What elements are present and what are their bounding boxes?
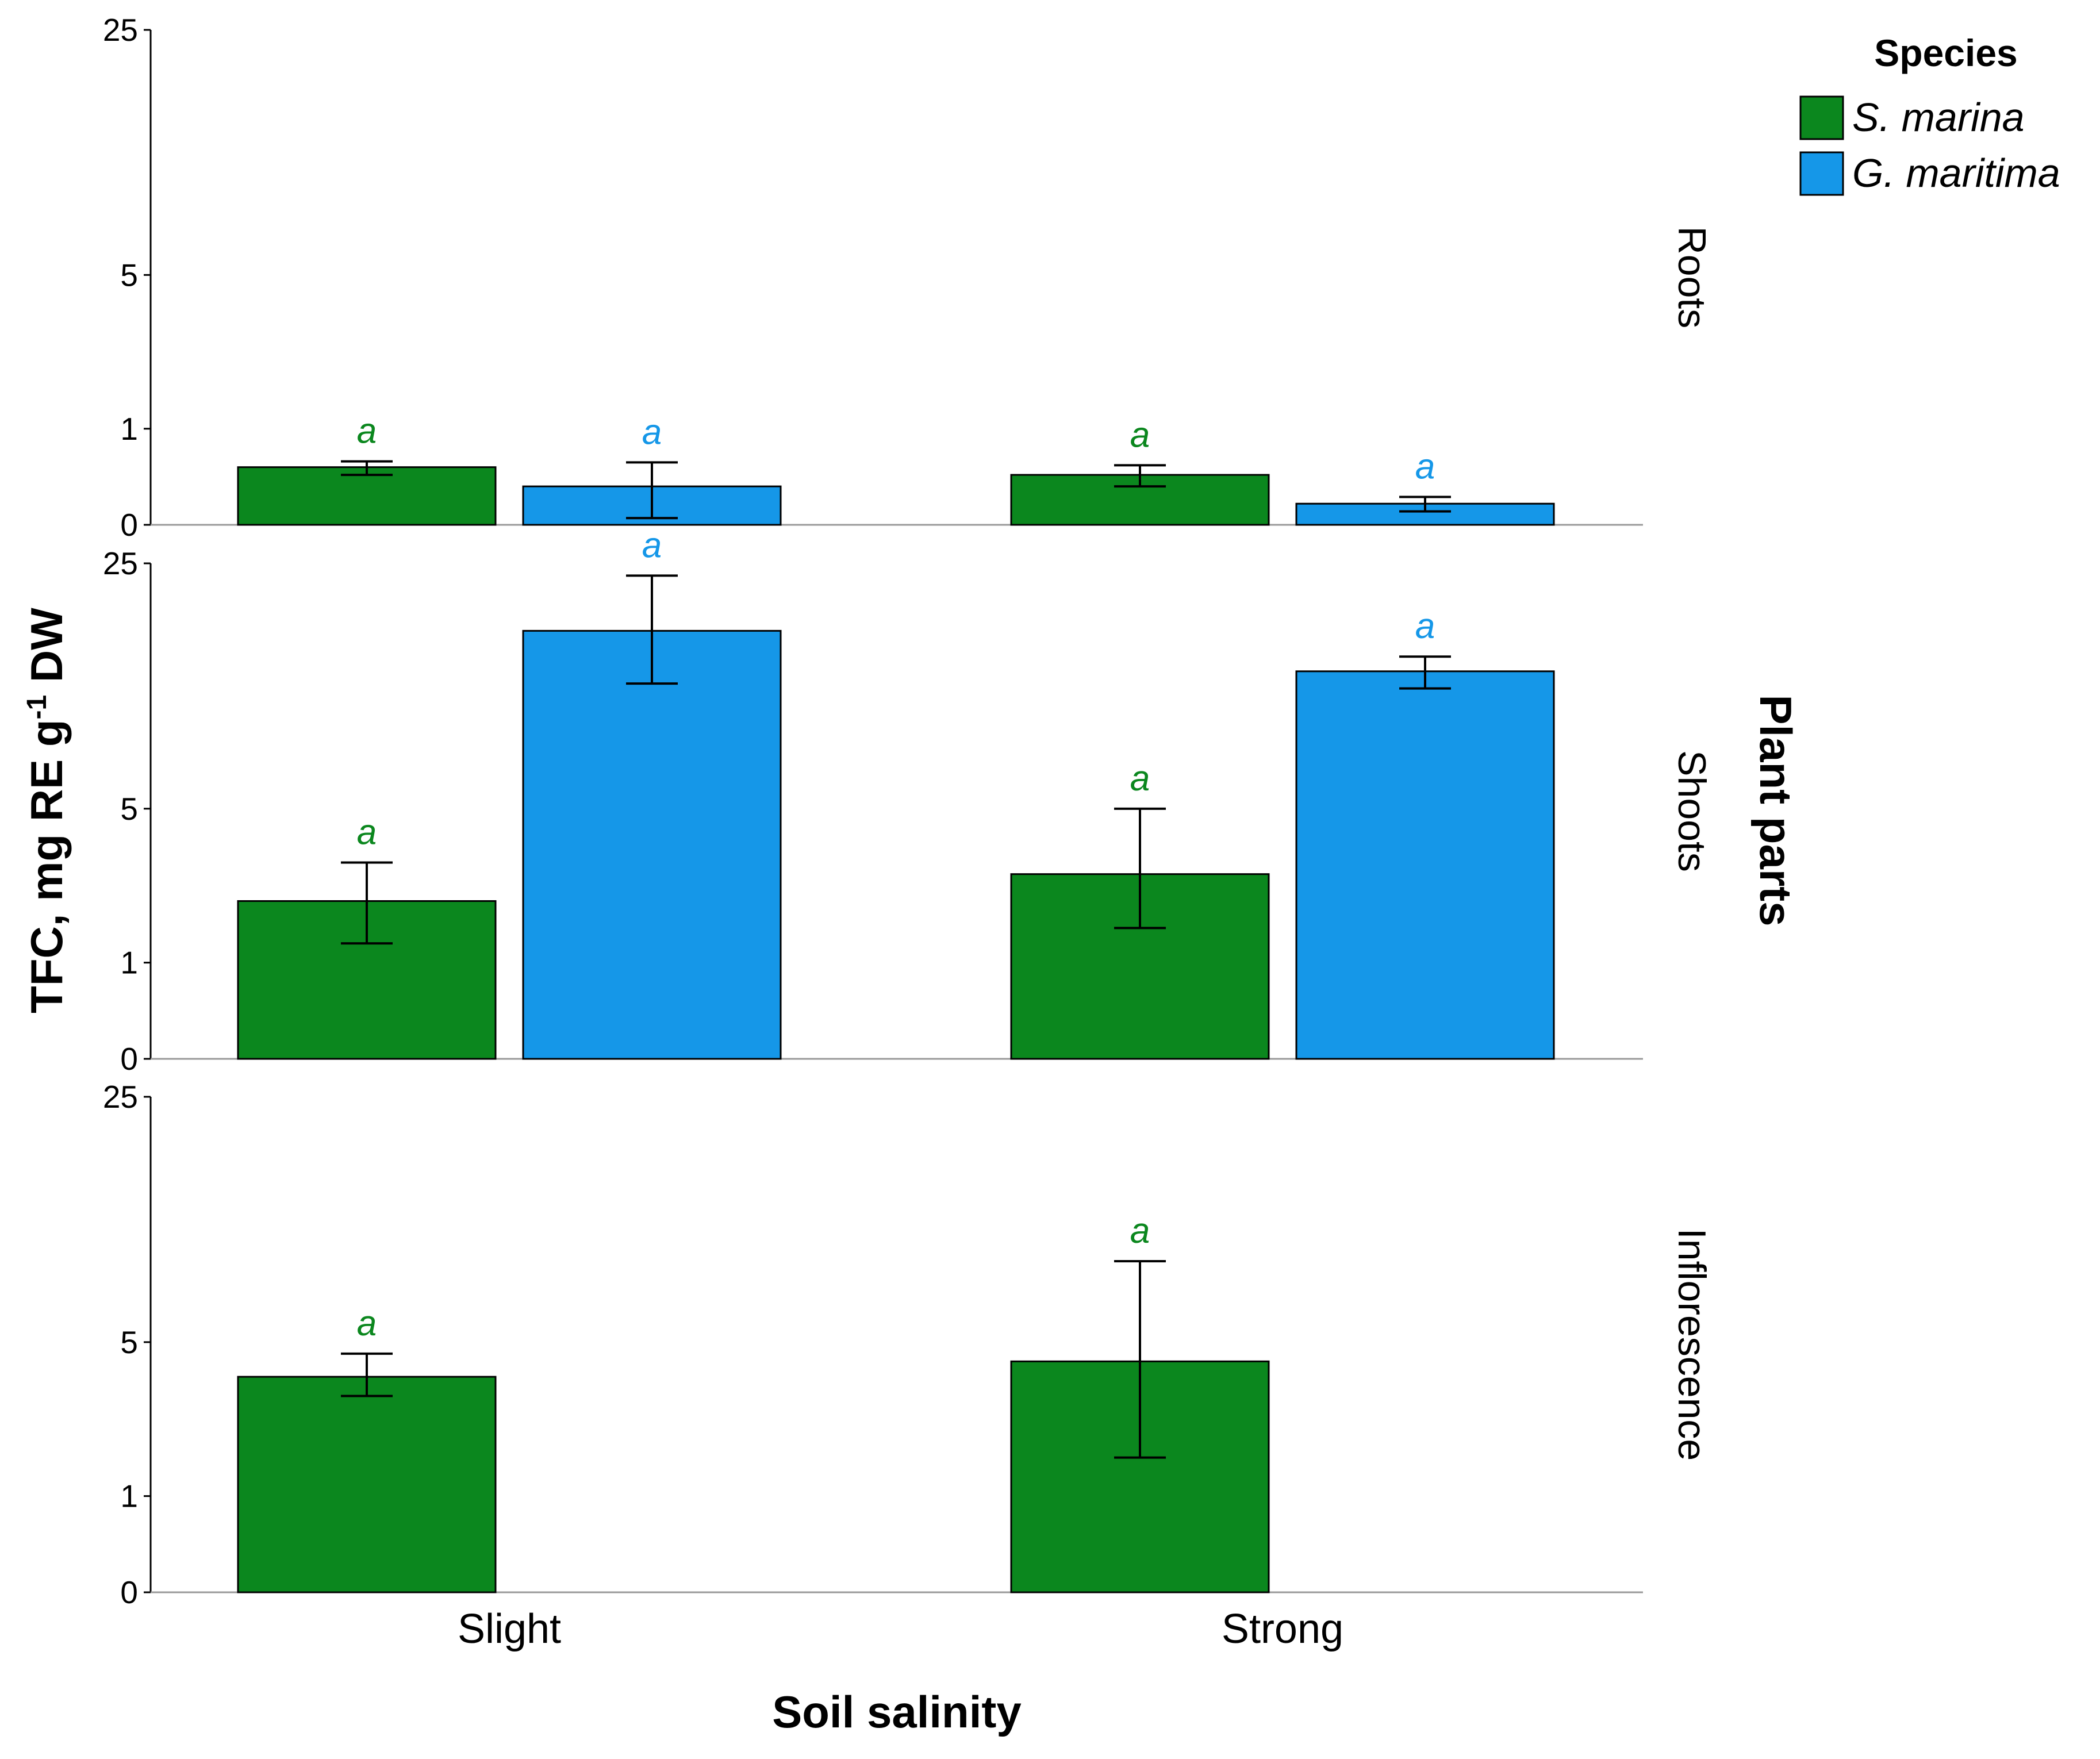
y-tick-label: 5: [120, 1324, 138, 1360]
legend-swatch-g-maritima: [1799, 151, 1844, 196]
significance-label: a: [642, 412, 662, 452]
bar-shoots-g-maritima-slight: [522, 629, 782, 1060]
y-tick-label: 25: [103, 12, 138, 48]
x-category-label-slight: Slight: [458, 1606, 561, 1652]
significance-label: a: [357, 813, 377, 852]
bar-inflorescence-s-marina-slight: [237, 1376, 497, 1593]
x-axis-title: Soil salinity: [772, 1687, 1021, 1737]
legend-swatch-s-marina: [1799, 95, 1844, 140]
y-axis-title-main: TFC, mg RE g: [21, 720, 72, 1013]
legend-label-g-maritima: G. maritima: [1852, 151, 2060, 195]
y-axis-title-superscript: -1: [22, 695, 52, 720]
facet-label-inflorescence: Inflorescence: [1670, 1228, 1714, 1461]
significance-label: a: [1130, 759, 1150, 798]
significance-label: a: [1130, 1211, 1150, 1251]
significance-label: a: [1415, 606, 1435, 646]
facet-title: Plant parts: [1750, 694, 1801, 926]
y-tick-label: 0: [120, 1041, 138, 1077]
y-tick-label: 25: [103, 546, 138, 581]
significance-label: a: [1415, 447, 1435, 487]
y-tick-label: 25: [103, 1079, 138, 1115]
x-category-label-strong: Strong: [1222, 1606, 1343, 1652]
y-axis-title: TFC, mg RE g-1 DW: [21, 608, 72, 1013]
y-tick-label: 1: [120, 945, 138, 981]
y-tick-label: 0: [120, 507, 138, 543]
legend-label-s-marina: S. marina: [1852, 95, 2025, 140]
y-tick-label: 1: [120, 1478, 138, 1514]
y-tick-label: 1: [120, 411, 138, 447]
significance-label: a: [357, 412, 377, 451]
y-tick-label: 0: [120, 1574, 138, 1610]
legend-title: Species: [1874, 32, 2018, 74]
bar-roots-s-marina-slight: [237, 466, 497, 526]
significance-label: a: [642, 525, 662, 565]
y-tick-label: 5: [120, 791, 138, 827]
facet-label-shoots: Shoots: [1670, 750, 1714, 872]
y-axis-title-unit: DW: [21, 608, 72, 695]
significance-label: a: [1130, 415, 1150, 455]
bar-shoots-g-maritima-strong: [1295, 670, 1555, 1060]
y-tick-label: 5: [120, 257, 138, 293]
significance-label: a: [357, 1304, 377, 1343]
facet-label-roots: Roots: [1670, 226, 1714, 329]
